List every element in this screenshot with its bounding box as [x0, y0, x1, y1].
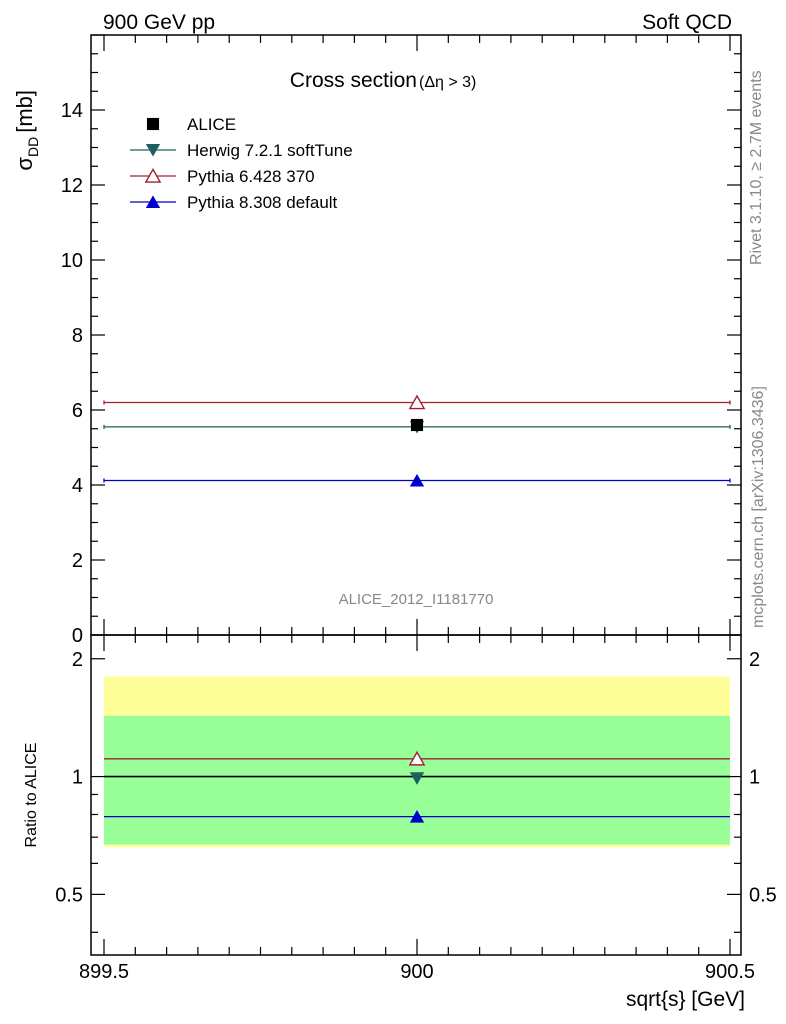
ratio-y-tick-label-left: 2 — [72, 649, 83, 671]
legend: ALICE Herwig 7.2.1 softTune Pythia 6.428 3… — [130, 115, 353, 212]
chart-title: Cross section — [290, 69, 417, 92]
legend-label-pythia-6-428-370: Pythia 6.428 370 — [187, 167, 315, 186]
ratio-point-pythia-6-428-370 — [408, 750, 426, 766]
legend-marker-alice — [146, 117, 160, 131]
ratio-y-label: Ratio to ALICE — [23, 743, 40, 848]
y-tick-label: 10 — [61, 250, 83, 272]
y-tick-label: 6 — [72, 400, 83, 422]
legend-label-herwig-7-2-1-softtune: Herwig 7.2.1 softTune — [187, 141, 353, 160]
data-point-alice — [410, 418, 424, 432]
y-label-subscript: DD — [25, 137, 41, 157]
data-point-pythia-8-308-default — [409, 473, 425, 487]
data-point-pythia-6-428-370 — [408, 394, 426, 410]
svg-text:σDD[mb]: σDD [mb] — [12, 90, 41, 171]
ratio-point-herwig-7-2-1-softtune — [409, 772, 425, 785]
y-tick-label: 12 — [61, 175, 83, 197]
ratio-y-tick-label-left: 1 — [72, 767, 83, 789]
x-tick-label: 900 — [400, 961, 433, 983]
chart-title-subscript: (Δη > 3) — [419, 74, 476, 91]
legend-marker-herwig-7-2-1-softtune — [145, 143, 161, 157]
header-left: 900 GeV pp — [103, 11, 215, 34]
main-y-label: σDD [mb] — [12, 90, 41, 171]
ratio-panel-series — [104, 750, 730, 823]
source-label: mcplots.cern.ch [arXiv:1306.3436] — [750, 386, 767, 628]
ratio-y-tick-label-left: 0.5 — [55, 884, 83, 906]
legend-marker-pythia-6-428-370 — [144, 167, 162, 183]
y-tick-label: 2 — [72, 550, 83, 572]
y-tick-label: 0 — [72, 625, 83, 647]
ratio-point-pythia-8-308-default — [409, 810, 425, 823]
ratio-y-tick-label-right: 2 — [749, 649, 760, 671]
y-label-unit: [mb] — [12, 90, 37, 133]
x-axis-label: sqrt{s} [GeV] — [626, 988, 745, 1011]
legend-marker-pythia-8-308-default — [145, 195, 161, 209]
legend-label-pythia-8-308-default: Pythia 8.308 default — [187, 193, 338, 212]
ratio-y-tick-label-right: 0.5 — [749, 884, 777, 906]
header-right: Soft QCD — [642, 11, 732, 34]
analysis-label: ALICE_2012_I1181770 — [339, 591, 494, 608]
ratio-panel-ticks: 0.5 0.5 1 1 2 2 899.5 900 900.5 — [55, 635, 777, 983]
x-tick-label: 900.5 — [705, 961, 755, 983]
y-tick-label: 4 — [72, 475, 83, 497]
ratio-y-tick-label-right: 1 — [749, 767, 760, 789]
legend-label-alice: ALICE — [187, 115, 236, 134]
x-tick-label: 899.5 — [79, 961, 129, 983]
main-panel-ticks: 0 2 4 6 8 10 12 14 — [61, 34, 741, 647]
y-label-symbol: σ — [12, 157, 37, 171]
main-panel-series — [103, 394, 731, 487]
chart-title-text: Cross section — [290, 69, 417, 92]
y-tick-label: 8 — [72, 325, 83, 347]
y-tick-label: 14 — [61, 100, 83, 122]
rivet-label: Rivet 3.1.10, ≥ 2.7M events — [748, 70, 765, 265]
